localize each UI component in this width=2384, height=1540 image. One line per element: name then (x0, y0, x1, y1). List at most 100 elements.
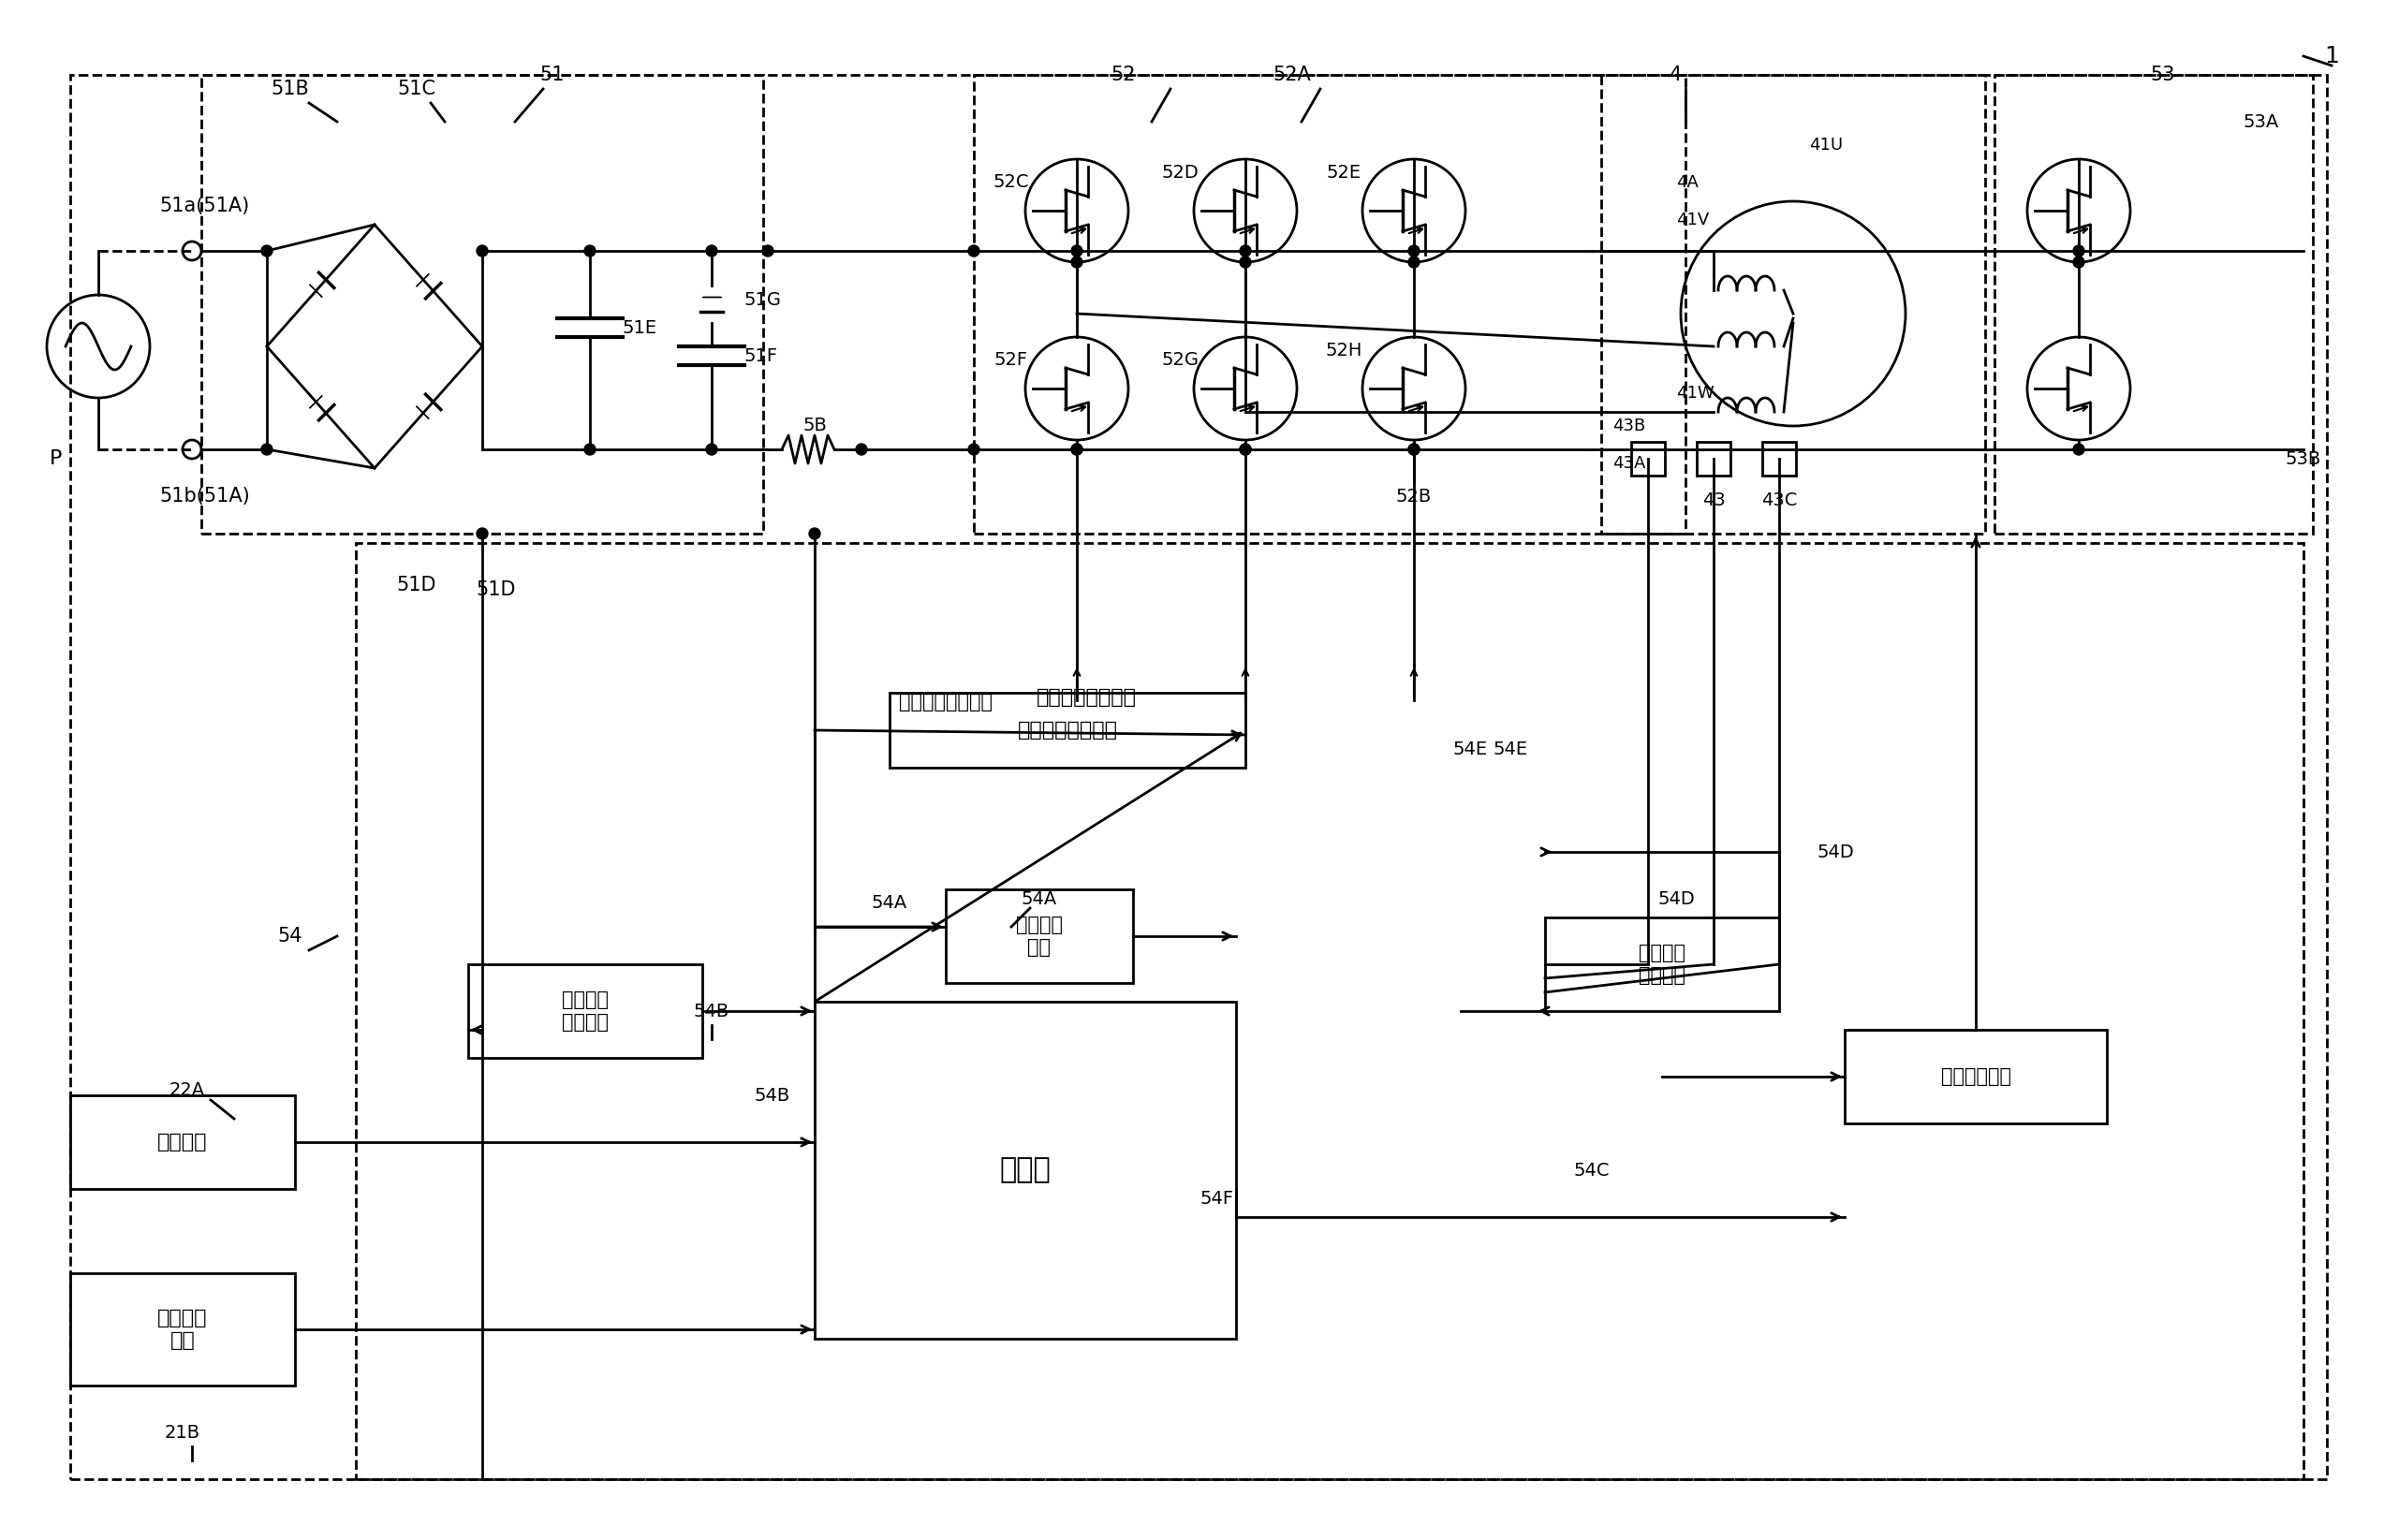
Text: 54B: 54B (756, 1086, 791, 1104)
Text: 54E: 54E (1452, 741, 1488, 758)
Text: 触发开关: 触发开关 (157, 1133, 207, 1152)
Text: 43C: 43C (1762, 491, 1798, 510)
Bar (200, 75, 763, 534)
Text: 43B: 43B (1614, 417, 1645, 434)
Polygon shape (417, 274, 429, 286)
Text: 栅极驱动电路: 栅极驱动电路 (1941, 1067, 2010, 1086)
Text: P: P (50, 450, 62, 468)
Text: 控制信号输出电路: 控制信号输出电路 (1018, 721, 1118, 739)
Text: 5B: 5B (803, 417, 827, 434)
Text: 54A: 54A (873, 895, 908, 912)
Bar (889, 693, 1244, 767)
Text: 43: 43 (1702, 491, 1726, 510)
Circle shape (1070, 245, 1082, 257)
Circle shape (2074, 444, 2084, 454)
Text: 52G: 52G (1161, 351, 1199, 370)
Bar (1762, 442, 1795, 476)
Circle shape (584, 245, 596, 257)
Text: 母线电压
检测电路: 母线电压 检测电路 (563, 990, 608, 1032)
Text: 53: 53 (2150, 66, 2177, 85)
Bar (946, 890, 1132, 983)
Text: 控制信号输出电路: 控制信号输出电路 (899, 693, 992, 711)
Text: 1: 1 (2324, 45, 2339, 68)
Text: 转速设定
开关: 转速设定 开关 (157, 1309, 207, 1349)
Text: 54D: 54D (1817, 842, 1855, 861)
Circle shape (1409, 444, 1418, 454)
Bar (467, 964, 703, 1058)
Bar (973, 75, 1685, 534)
Text: 41W: 41W (1676, 385, 1714, 402)
Text: 51a(51A): 51a(51A) (160, 197, 250, 216)
Circle shape (763, 245, 772, 257)
Circle shape (1409, 257, 1418, 268)
Circle shape (1240, 444, 1252, 454)
Text: 54F: 54F (1202, 1189, 1235, 1207)
Text: 51F: 51F (744, 346, 777, 365)
Circle shape (968, 245, 980, 257)
Circle shape (2074, 257, 2084, 268)
Text: 51G: 51G (744, 291, 782, 308)
Text: 21B: 21B (164, 1423, 200, 1441)
Bar (1845, 1030, 2107, 1123)
Circle shape (1409, 245, 1418, 257)
Text: 53B: 53B (2286, 450, 2322, 468)
Text: 54B: 54B (694, 1003, 730, 1019)
Text: 51E: 51E (622, 319, 658, 337)
Bar (355, 544, 2303, 1478)
Text: 51D: 51D (396, 576, 436, 594)
Text: 54E: 54E (1492, 741, 1528, 758)
Text: 41U: 41U (1809, 137, 1843, 154)
Circle shape (1070, 444, 1082, 454)
Bar (1697, 442, 1731, 476)
Text: 51D: 51D (477, 581, 517, 599)
Text: 52E: 52E (1326, 165, 1361, 182)
Text: 51C: 51C (398, 80, 436, 99)
Polygon shape (310, 285, 322, 297)
Circle shape (477, 528, 489, 539)
Text: 52A: 52A (1273, 66, 1311, 85)
Polygon shape (310, 396, 322, 408)
Text: 旋转位置
检测电路: 旋转位置 检测电路 (1638, 944, 1685, 984)
Circle shape (706, 245, 718, 257)
Circle shape (808, 528, 820, 539)
Text: 控制部: 控制部 (999, 1157, 1051, 1184)
Text: 52D: 52D (1161, 165, 1199, 182)
Circle shape (1240, 257, 1252, 268)
Text: 43A: 43A (1612, 454, 1645, 471)
Text: 电流检测
电路: 电流检测 电路 (1016, 916, 1063, 956)
Text: 52: 52 (1111, 66, 1137, 85)
Circle shape (584, 444, 596, 454)
Text: 52H: 52H (1326, 342, 1361, 360)
Text: 54C: 54C (1573, 1161, 1609, 1180)
Text: 41V: 41V (1676, 211, 1709, 228)
Text: 52C: 52C (994, 174, 1030, 191)
Circle shape (968, 444, 980, 454)
Circle shape (1240, 245, 1252, 257)
Text: 54: 54 (279, 927, 303, 946)
Text: 52B: 52B (1397, 487, 1433, 505)
Bar (69, 1095, 296, 1189)
Circle shape (262, 444, 272, 454)
Circle shape (1070, 257, 1082, 268)
Text: 51B: 51B (272, 80, 310, 99)
Text: 51b(51A): 51b(51A) (160, 487, 250, 505)
Text: 52F: 52F (994, 351, 1028, 370)
Circle shape (262, 245, 272, 257)
Circle shape (2074, 245, 2084, 257)
Text: 22A: 22A (169, 1081, 205, 1100)
Bar (815, 1001, 1235, 1338)
Text: 控制信号输出电路: 控制信号输出电路 (1037, 688, 1137, 707)
Circle shape (1070, 444, 1082, 454)
Bar (69, 1274, 296, 1386)
Bar (1602, 75, 1986, 534)
Text: 4A: 4A (1676, 174, 1697, 191)
Bar (1631, 442, 1664, 476)
Circle shape (1240, 444, 1252, 454)
Text: 53A: 53A (2243, 112, 2279, 131)
Bar (1995, 75, 2312, 534)
Circle shape (477, 245, 489, 257)
Bar (1545, 918, 1778, 1012)
Text: 54D: 54D (1657, 890, 1695, 907)
Circle shape (706, 444, 718, 454)
Text: 51: 51 (541, 66, 565, 85)
